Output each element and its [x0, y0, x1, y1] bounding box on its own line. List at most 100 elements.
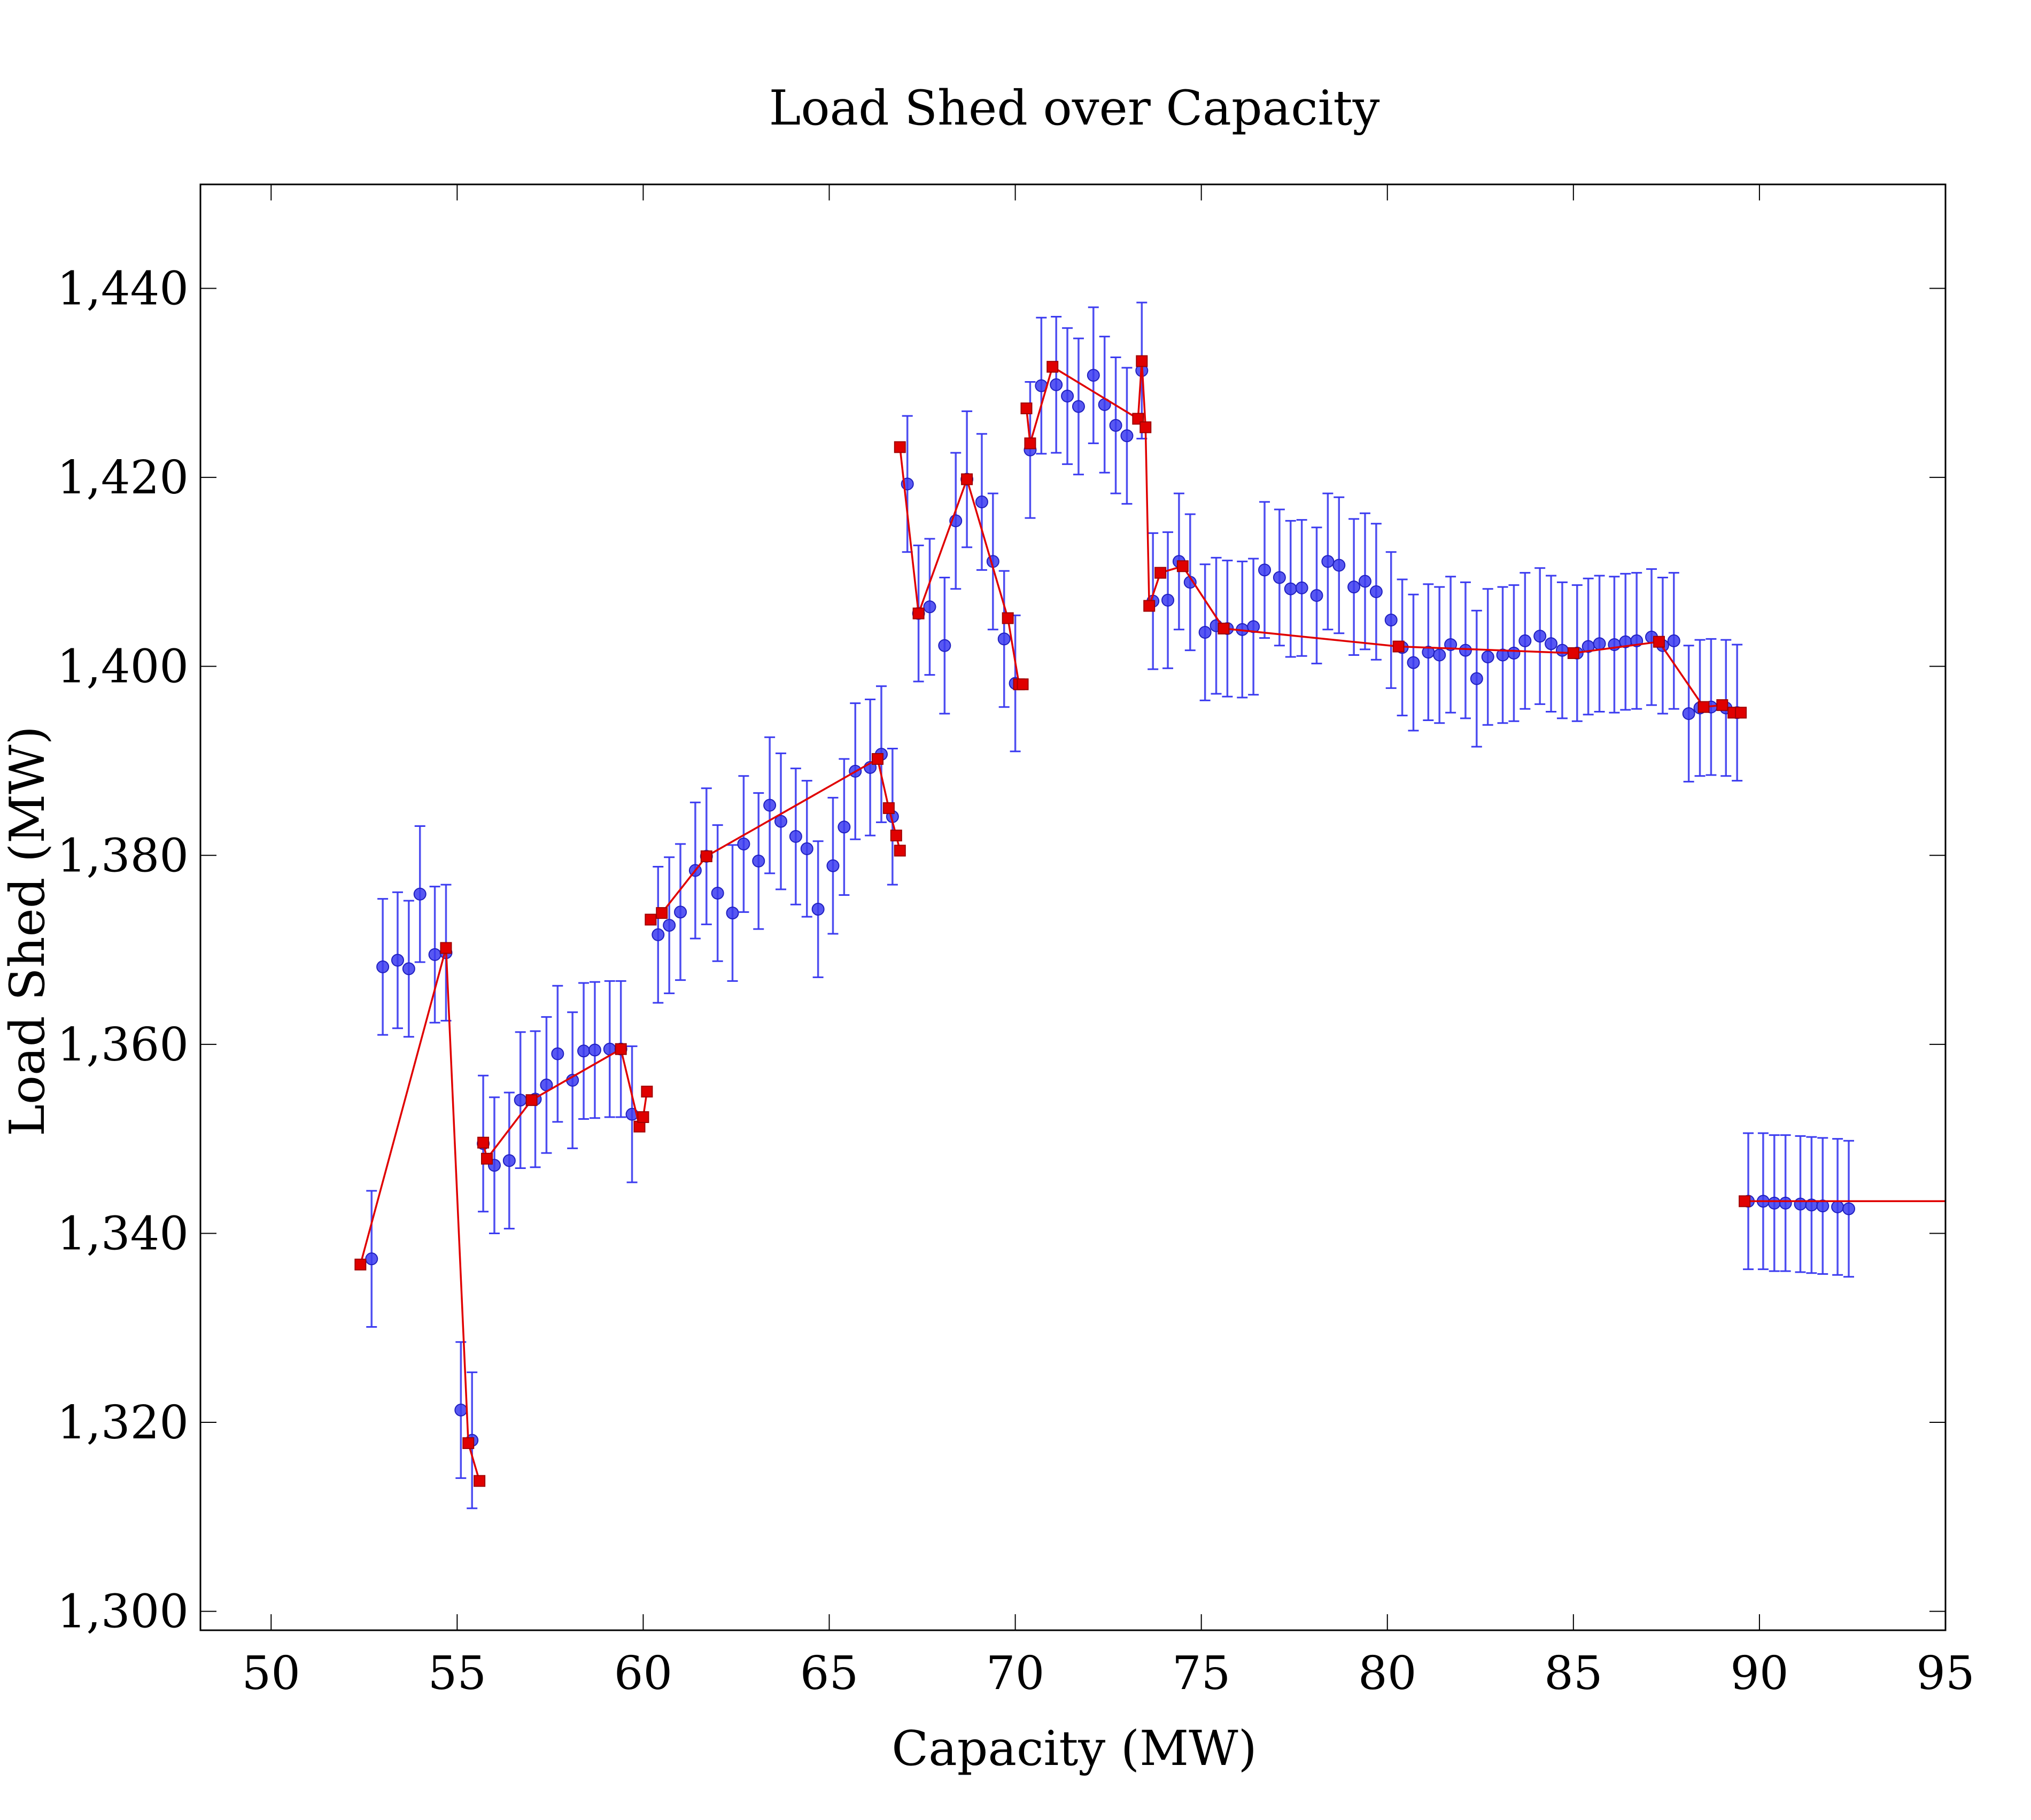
y-tick-label: 1,440 [57, 262, 189, 315]
model-marker [961, 473, 973, 485]
data-point [1407, 656, 1420, 669]
data-point [975, 495, 988, 509]
data-point [1545, 637, 1558, 650]
data-point [737, 838, 750, 851]
model-marker [481, 1152, 493, 1165]
data-point [1779, 1196, 1792, 1210]
data-point [1109, 419, 1122, 432]
model-marker [1143, 600, 1156, 612]
data-point [588, 1043, 601, 1057]
data-point [674, 905, 687, 919]
model-marker [1653, 636, 1665, 648]
data-point [1533, 630, 1547, 643]
y-tick-label: 1,300 [57, 1585, 189, 1639]
data-point [752, 854, 765, 868]
model-marker [641, 1086, 653, 1098]
model-marker [440, 942, 452, 954]
data-point [652, 928, 665, 941]
data-point [402, 962, 415, 975]
data-point [1518, 634, 1532, 647]
model-marker [462, 1437, 475, 1449]
data-point [1682, 707, 1695, 721]
data-point [1384, 614, 1398, 627]
model-marker [1017, 678, 1029, 691]
model-marker [1024, 437, 1036, 450]
data-point [1332, 559, 1346, 572]
data-point [1459, 644, 1472, 657]
model-marker [1002, 612, 1014, 624]
data-point [1061, 390, 1074, 403]
data-point [1198, 626, 1212, 639]
model-marker [1020, 402, 1033, 415]
data-point [428, 948, 441, 961]
data-point [1593, 637, 1606, 650]
data-point [1310, 589, 1323, 602]
model-marker [700, 850, 712, 863]
x-tick-label: 70 [986, 1647, 1044, 1700]
model-marker [1218, 622, 1230, 634]
data-point [1768, 1196, 1781, 1210]
x-tick-label: 75 [1172, 1647, 1230, 1700]
data-point [789, 830, 802, 843]
model-line-segment [482, 1048, 648, 1161]
model-marker [637, 1111, 649, 1123]
model-marker [1392, 640, 1405, 653]
data-point [391, 954, 404, 967]
data-point [1831, 1200, 1844, 1213]
data-point [1470, 672, 1483, 685]
y-tick-label: 1,400 [57, 640, 189, 694]
data-point [413, 887, 427, 901]
data-point [1284, 582, 1297, 595]
x-tick-label: 90 [1730, 1647, 1788, 1700]
y-tick-label: 1,380 [57, 829, 189, 882]
model-marker [1046, 361, 1059, 373]
model-marker [1739, 1195, 1751, 1207]
model-marker [474, 1475, 486, 1487]
data-point [1258, 563, 1272, 577]
model-marker [912, 607, 925, 619]
model-marker [354, 1258, 367, 1271]
data-point [1369, 585, 1383, 598]
data-point [826, 859, 840, 872]
x-tick-label: 95 [1916, 1647, 1974, 1700]
model-marker [1567, 647, 1579, 659]
data-point [1087, 369, 1100, 382]
data-point [838, 820, 851, 834]
x-tick-label: 50 [242, 1647, 300, 1700]
model-line-segment [359, 948, 480, 1482]
model-marker [1136, 355, 1148, 367]
data-point [1321, 555, 1335, 568]
x-tick-label: 60 [614, 1647, 672, 1700]
data-point [774, 815, 788, 828]
data-point [577, 1044, 591, 1058]
plot-frame [199, 183, 1947, 1631]
data-point [663, 919, 676, 932]
model-marker [615, 1043, 627, 1055]
data-point [800, 842, 813, 855]
data-point [1161, 593, 1175, 607]
data-point [1794, 1197, 1807, 1211]
data-point [938, 639, 951, 652]
model-marker [477, 1136, 490, 1149]
data-point [1433, 648, 1446, 662]
y-tick-label: 1,340 [57, 1207, 189, 1260]
model-line-segment [650, 757, 901, 921]
x-tick-label: 65 [800, 1647, 858, 1700]
data-point [1667, 634, 1680, 647]
model-marker [645, 913, 657, 926]
axes-layer: 50 55 60 65 70 75 80 85 90 95 1,300 1,320 1,340 1,360… [57, 183, 1975, 1700]
data-point [1358, 575, 1371, 588]
data-point [365, 1252, 378, 1266]
data-point [1247, 620, 1260, 633]
x-tick-label: 80 [1358, 1647, 1416, 1700]
data-point [811, 903, 825, 916]
data-point [1842, 1202, 1855, 1215]
data-point [1507, 646, 1521, 660]
model-marker [1716, 699, 1728, 711]
data-point [923, 600, 936, 614]
data-point [1050, 378, 1063, 391]
y-axis-label: Load Shed (MW) [0, 726, 56, 1136]
data-point [551, 1047, 564, 1060]
